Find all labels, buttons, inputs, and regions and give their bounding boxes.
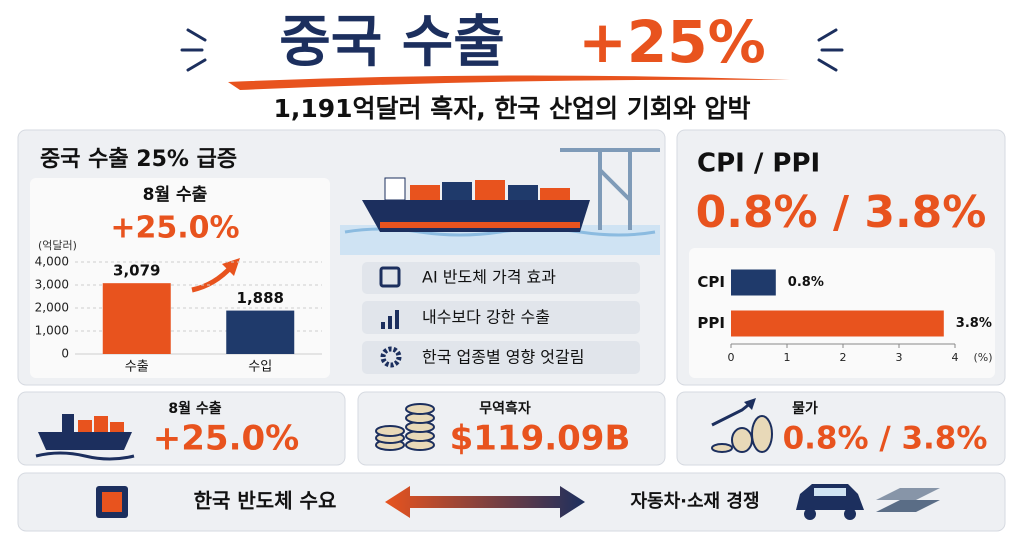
price-chart: 0 1 2 3 4 CPI 0.8% PPI 3.8% (697, 269, 992, 364)
growth-icon (711, 398, 773, 453)
point-text: 내수보다 강한 수출 (422, 308, 550, 327)
bar (731, 269, 776, 296)
ship-illustration (340, 148, 660, 255)
panel-title: 중국 수출 25% 급증 (40, 147, 237, 172)
callout-label: 8월 수출 (143, 185, 208, 205)
stat-card (357, 391, 666, 466)
y-tick-label: PPI (697, 314, 725, 332)
stat-value: $119.09B (450, 419, 631, 459)
header-decoration (180, 28, 844, 72)
chip-icon (96, 486, 128, 518)
y-tick-label: 3,000 (35, 278, 69, 292)
x-tick-label: 4 (952, 351, 959, 364)
steel-icon (876, 488, 940, 512)
y-tick-label: 2,000 (35, 301, 69, 315)
point-row (362, 301, 640, 334)
bar (731, 310, 944, 337)
stat-label: 8월 수출 (168, 400, 221, 417)
ship-icon (35, 414, 135, 461)
y-tick-label: CPI (697, 273, 725, 291)
chip-icon (379, 266, 401, 288)
footer-left: 한국 반도체 수요 (194, 489, 337, 513)
point-row (362, 341, 640, 374)
bars-icon (381, 310, 399, 329)
footer-right: 자동차·소재 경쟁 (630, 491, 759, 512)
value-label: 3,079 (113, 262, 160, 280)
stat-value: 0.8% / 3.8% (783, 421, 988, 457)
x-tick-label: 1 (784, 351, 791, 364)
bar (102, 283, 171, 354)
stat-value: +25.0% (153, 419, 299, 459)
callout-value: +25.0% (110, 211, 239, 246)
point-text: AI 반도체 가격 효과 (422, 268, 556, 287)
two-way-arrow (385, 486, 585, 518)
headline: 0.8% / 3.8% (696, 187, 987, 238)
point-text: 한국 업종별 영향 엇갈림 (422, 348, 584, 367)
bar (226, 310, 295, 354)
point-row (362, 262, 640, 294)
panel-title: CPI / PPI (697, 149, 820, 179)
title: 중국 수출 (279, 10, 505, 75)
car-icon (796, 484, 864, 520)
x-tick-label: 0 (728, 351, 735, 364)
x-tick-label: 2 (840, 351, 847, 364)
x-axis-label: (%) (973, 351, 992, 364)
x-tick-label: 수출 (125, 360, 149, 375)
gear-icon (380, 346, 402, 368)
y-tick-label: 1,000 (35, 324, 69, 338)
value-label: 0.8% (788, 275, 824, 290)
y-tick-label: 4,000 (35, 255, 69, 269)
title-underline (228, 75, 790, 90)
subtitle: 1,191억달러 흑자, 한국 산업의 기회와 압박 (273, 94, 750, 123)
title-highlight: +25% (578, 8, 765, 76)
points: AI 반도체 가격 효과 내수보다 강한 수출 한국 업종별 영향 엇갈림 (362, 262, 640, 374)
export-chart: 0 1,000 2,000 3,000 4,000 3,079 수출 1,888 수입 (35, 255, 322, 375)
stat-label: 무역흑자 (479, 400, 531, 417)
value-label: 3.8% (956, 316, 992, 331)
coins-icon (375, 403, 435, 451)
y-tick-label: 0 (61, 347, 69, 361)
unit-label: (억달러) (38, 239, 77, 252)
value-label: 1,888 (237, 289, 284, 307)
stat-label: 물가 (792, 401, 818, 417)
x-tick-label: 수입 (248, 360, 272, 375)
x-tick-label: 3 (896, 351, 903, 364)
